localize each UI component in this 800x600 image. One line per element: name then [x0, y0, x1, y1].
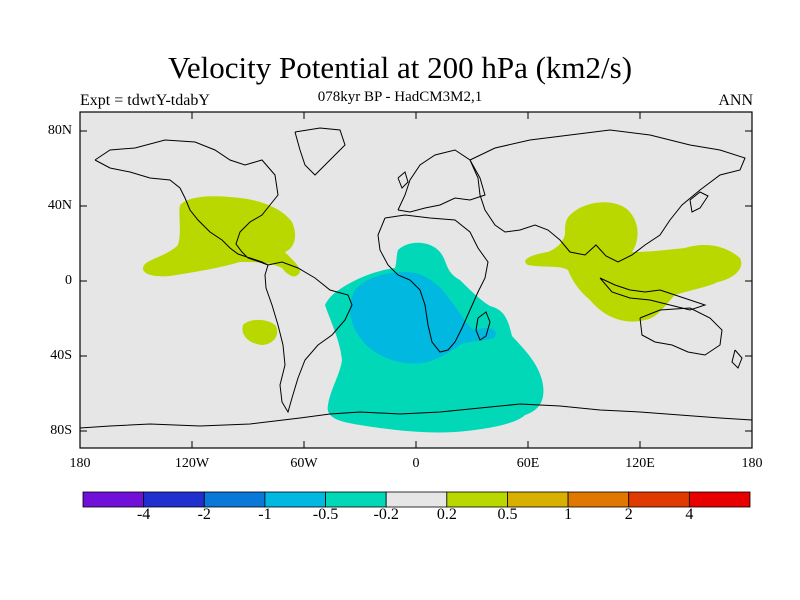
colorbar-swatch [628, 491, 690, 508]
colorbar-label: -2 [197, 506, 211, 523]
coast-north-america [94, 139, 279, 266]
coast-australia [639, 307, 723, 356]
coast-africa [377, 214, 489, 353]
colorbar [82, 491, 751, 508]
lon-tick-label: 180 [69, 456, 91, 471]
experiment-label: Expt = tdwtY-tdabY [80, 92, 210, 109]
map-title: Velocity Potential at 200 hPa (km2/s) [167, 50, 633, 85]
colorbar-label: 2 [624, 506, 633, 523]
lon-tick-label: 60E [516, 456, 540, 471]
lat-tick-label: 0 [65, 273, 72, 288]
lon-tick-label: 120E [625, 456, 655, 471]
colorbar-swatch [82, 491, 145, 508]
lon-tick-label: 0 [412, 456, 420, 471]
colorbar-swatch [446, 491, 508, 508]
colorbar-label: -0.2 [373, 506, 399, 523]
colorbar-label: -0.5 [312, 506, 339, 523]
colorbar-swatch [143, 491, 205, 508]
lat-tick-label: 80S [50, 423, 72, 438]
colorbar-label: -1 [258, 506, 272, 523]
lat-tick-label: 80N [47, 123, 72, 138]
lon-tick-label: 60W [290, 456, 318, 471]
colorbar-label: 1 [564, 506, 573, 523]
region-south-pacific [242, 319, 278, 345]
colorbar-swatch [567, 491, 630, 508]
coast-uk [397, 171, 409, 189]
season-label: ANN [718, 92, 753, 109]
colorbar-label: 4 [685, 506, 694, 523]
coast-antarctica [79, 403, 753, 429]
colorbar-label: -4 [136, 506, 151, 523]
coastlines [79, 127, 753, 429]
colorbar-swatch [688, 491, 751, 508]
lat-tick-label: 40S [50, 348, 72, 363]
lon-tick-marks [79, 112, 753, 448]
map-subtitle: 078kyr BP - HadCM3M2,1 [317, 89, 483, 105]
lon-tick-label: 180 [741, 456, 763, 471]
colorbar-swatch [325, 491, 387, 508]
region-asia-pacific [525, 202, 742, 322]
negative-anomaly-region-inner [350, 272, 496, 364]
coast-europe [397, 149, 486, 213]
coast-madagascar [475, 311, 491, 341]
coast-new-zealand [731, 349, 743, 369]
colorbar-label: 0.2 [436, 506, 457, 523]
colorbar-swatch [264, 491, 326, 508]
coast-asia [469, 129, 746, 263]
lat-tick-marks [80, 130, 752, 432]
colorbar-label: 0.5 [497, 506, 518, 523]
colorbar-swatch [385, 491, 448, 508]
colorbar-swatch [507, 491, 569, 508]
colorbar-swatch [203, 491, 266, 508]
coast-japan [689, 191, 709, 213]
coast-greenland [294, 127, 346, 176]
coast-indonesia [599, 277, 707, 311]
lat-tick-label: 40N [47, 198, 72, 213]
coast-south-america [264, 261, 353, 414]
lon-tick-label: 120W [174, 456, 210, 471]
